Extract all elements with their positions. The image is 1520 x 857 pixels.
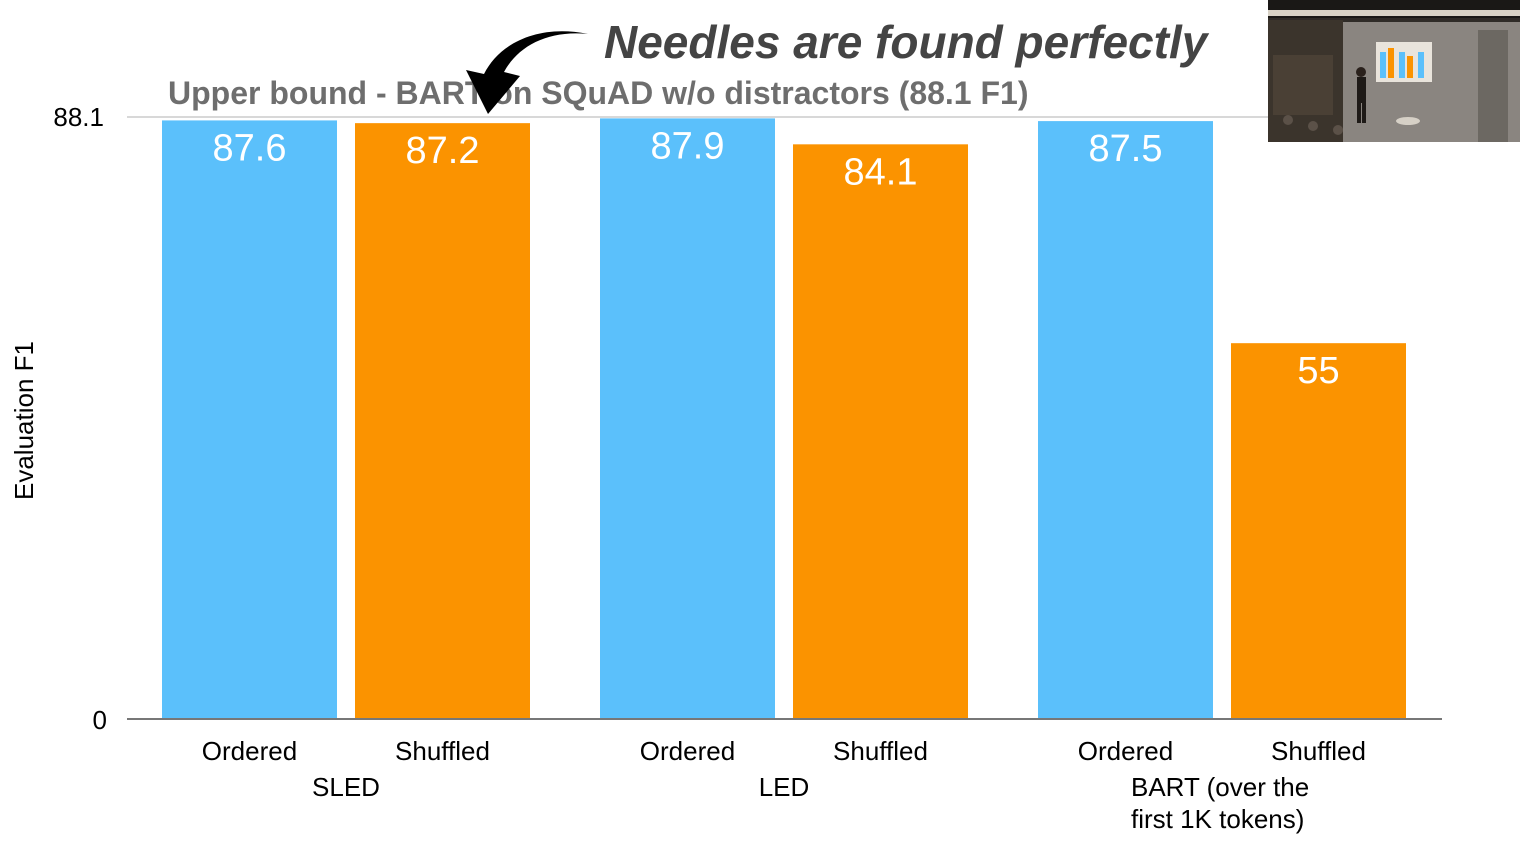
group-label: SLED bbox=[312, 772, 380, 802]
category-label: Shuffled bbox=[833, 736, 928, 766]
headline: Needles are found perfectly bbox=[604, 16, 1210, 68]
y-tick-label-max: 88.1 bbox=[53, 102, 104, 132]
category-label: Ordered bbox=[202, 736, 297, 766]
category-label: Shuffled bbox=[395, 736, 490, 766]
bar-led-ordered bbox=[600, 118, 775, 719]
group-label: BART (over the first 1K tokens) bbox=[1131, 772, 1309, 834]
group-label: LED bbox=[759, 772, 810, 802]
bars-layer bbox=[162, 118, 1406, 720]
y-axis-label: Evaluation F1 bbox=[9, 341, 39, 500]
y-tick-label-zero: 0 bbox=[93, 705, 107, 735]
bar-value-label: 87.6 bbox=[213, 127, 287, 169]
bar-value-label: 87.9 bbox=[651, 125, 725, 167]
bar-value-label: 87.2 bbox=[406, 130, 480, 172]
category-label: Ordered bbox=[1078, 736, 1173, 766]
labels-layer: 87.6 Ordered 87.2 Shuffled SLED 87.9 Ordered 84… bbox=[202, 125, 1366, 834]
bar-sled-shuffled bbox=[355, 123, 530, 719]
bar-bart-shuffled bbox=[1231, 343, 1406, 719]
curved-arrow-icon bbox=[466, 31, 588, 114]
category-label: Ordered bbox=[640, 736, 735, 766]
speaker-video-icon bbox=[1268, 0, 1520, 142]
upper-bound-label: Upper bound - BART on SQuAD w/o distract… bbox=[168, 75, 1028, 111]
bar-bart-ordered bbox=[1038, 121, 1213, 720]
bar-value-label: 55 bbox=[1297, 350, 1339, 392]
bar-value-label: 84.1 bbox=[844, 151, 918, 193]
bar-sled-ordered bbox=[162, 120, 337, 720]
bar-led-shuffled bbox=[793, 144, 968, 719]
speaker-video-inset bbox=[1268, 0, 1520, 142]
category-label: Shuffled bbox=[1271, 736, 1366, 766]
bar-value-label: 87.5 bbox=[1089, 128, 1163, 170]
